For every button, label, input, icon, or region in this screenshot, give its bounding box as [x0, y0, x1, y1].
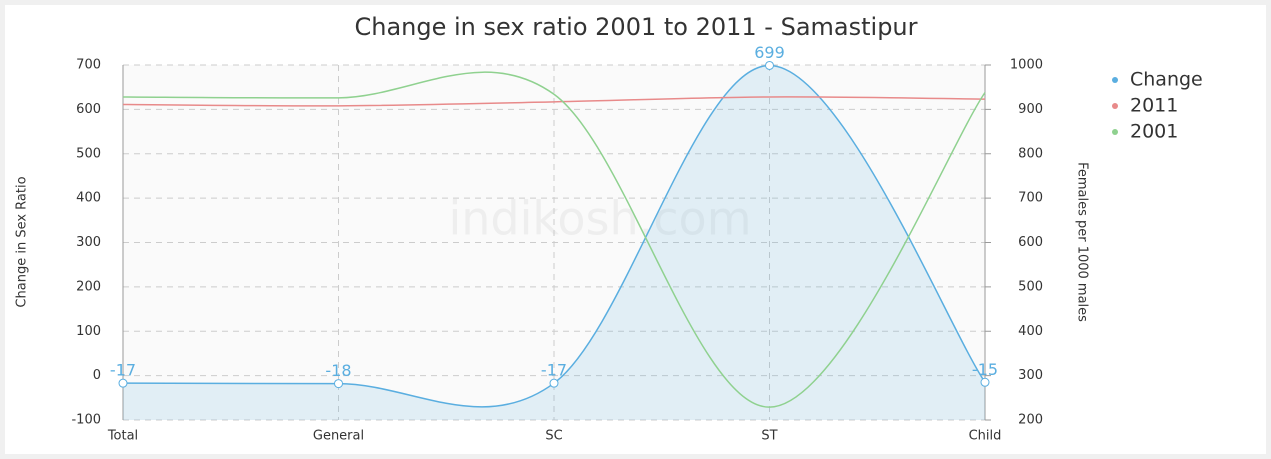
legend-label: Change [1130, 69, 1203, 91]
line [122, 64, 986, 408]
y2-tick-label: 200 [1018, 413, 1043, 428]
point [118, 378, 128, 388]
x-tick-label: SC [545, 429, 562, 444]
chart-title: Change in sex ratio 2001 to 2011 - Samas… [354, 13, 917, 41]
data-label: -17 [541, 361, 567, 380]
point [765, 60, 774, 70]
y2-tick-label: 300 [1018, 368, 1043, 383]
legend-swatch [1112, 129, 1118, 135]
y-tick-label: 300 [76, 235, 101, 250]
y2-tick-label: 700 [1018, 191, 1043, 206]
data-label: -17 [110, 361, 136, 380]
y-tick-label: 400 [76, 191, 101, 206]
area [123, 65, 985, 420]
legend-label: 2001 [1130, 121, 1178, 143]
y-tick-label: 200 [76, 279, 101, 294]
data-label: -15 [972, 360, 998, 379]
y2-tick-label: 900 [1018, 102, 1043, 117]
x-tick-label: Total [107, 429, 138, 444]
y-tick-label: 100 [76, 324, 101, 339]
line [122, 71, 986, 408]
y2-tick-label: 800 [1018, 146, 1043, 161]
y-tick-label: 0 [93, 368, 101, 383]
line [122, 96, 986, 107]
y-tick-label: 700 [76, 58, 101, 73]
point [980, 377, 990, 387]
x-tick-label: ST [761, 429, 777, 444]
point [334, 379, 343, 389]
y2-tick-label: 500 [1018, 279, 1043, 294]
x-tick-label: Child [969, 429, 1002, 444]
y-tick-label: 500 [76, 146, 101, 161]
legend-swatch [1112, 77, 1118, 83]
point [549, 378, 559, 388]
data-label: 699 [754, 43, 785, 62]
y2-tick-label: 1000 [1010, 58, 1043, 73]
y2-axis-label: Females per 1000 males [1075, 162, 1090, 322]
x-tick-label: General [313, 429, 364, 444]
y-tick-label: -100 [71, 413, 101, 428]
y-tick-label: 600 [76, 102, 101, 117]
watermark: indikosh.com [448, 192, 751, 246]
y-axis-label: Change in Sex Ratio [15, 176, 30, 307]
y2-tick-label: 600 [1018, 235, 1043, 250]
legend-label: 2011 [1130, 95, 1178, 117]
y2-tick-label: 400 [1018, 324, 1043, 339]
data-label: -18 [325, 361, 351, 380]
legend-swatch [1112, 103, 1118, 109]
